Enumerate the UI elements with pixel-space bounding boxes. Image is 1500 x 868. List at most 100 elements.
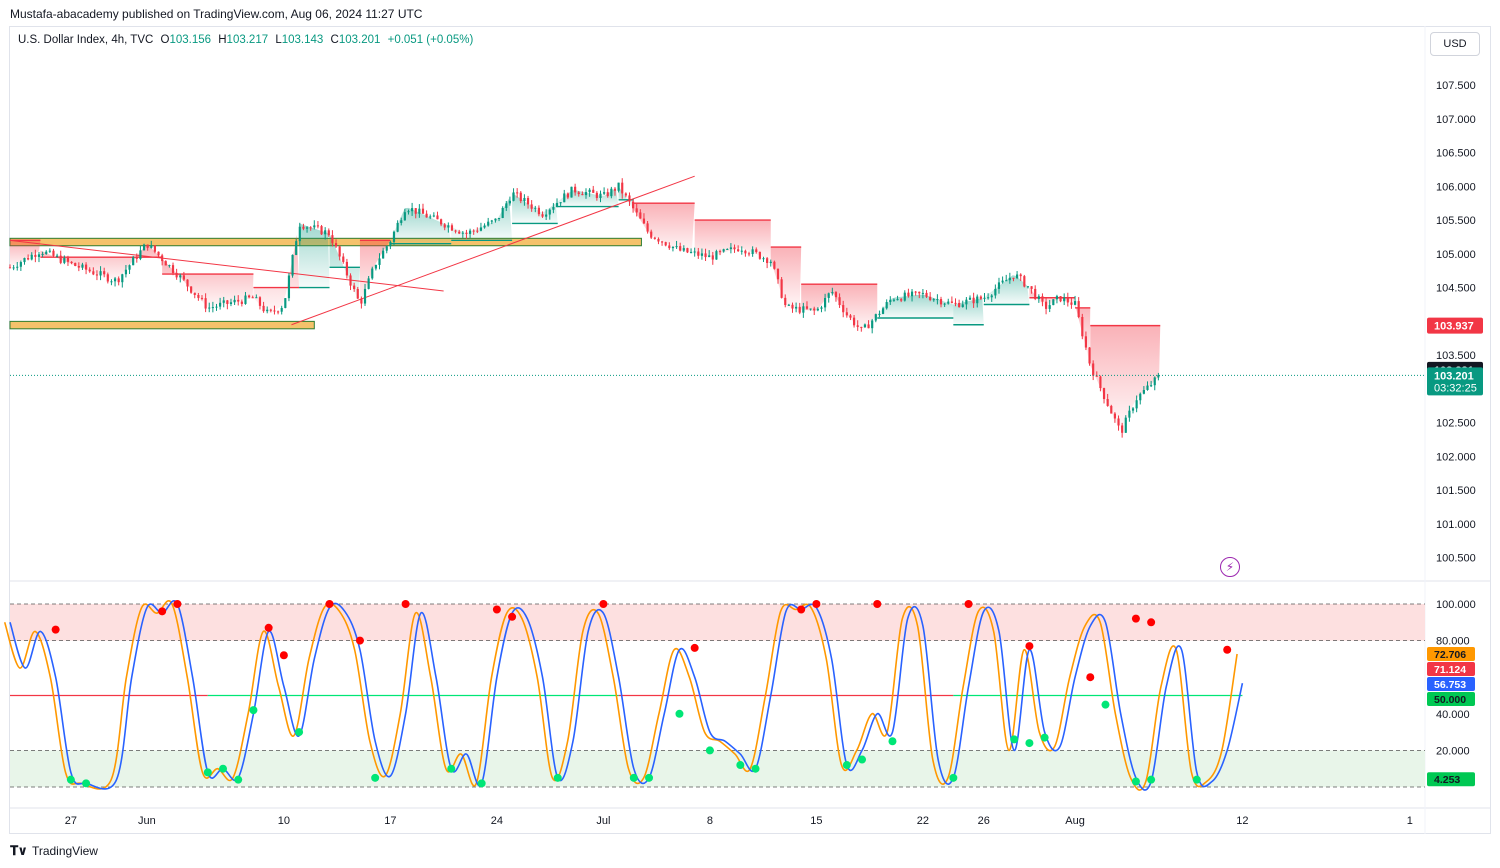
- candle-body: [664, 242, 667, 246]
- candle-body: [1034, 288, 1037, 299]
- candle-body: [613, 188, 617, 191]
- candle-body: [871, 320, 874, 329]
- candle-body: [505, 203, 508, 208]
- candle-body: [563, 193, 566, 203]
- candle-body: [976, 296, 979, 304]
- candle-body: [679, 246, 682, 251]
- osc-value-box: [1427, 676, 1475, 691]
- candle-body: [1044, 301, 1048, 309]
- candle-body: [269, 309, 272, 311]
- candle-body: [273, 310, 276, 312]
- candle-body: [117, 278, 120, 283]
- candle-body: [892, 299, 896, 301]
- sell-signal-dot: [51, 625, 60, 634]
- candle-body: [816, 308, 819, 311]
- candle-body: [1041, 296, 1044, 302]
- candle-body: [34, 254, 37, 257]
- candle-body: [356, 289, 359, 299]
- candle-body: [889, 299, 892, 303]
- candle-body: [291, 254, 294, 276]
- price-tick-label: 107.000: [1436, 114, 1476, 126]
- candle-body: [1106, 399, 1109, 406]
- candle-body: [74, 263, 77, 266]
- candle-body: [635, 208, 638, 213]
- candle-body: [432, 215, 435, 217]
- osc-value-label: 71.124: [1434, 664, 1466, 676]
- osc-tick-label: 80.000: [1436, 636, 1470, 648]
- candle-body: [1110, 405, 1113, 414]
- legend-symbol[interactable]: U.S. Dollar Index, 4h, TVC: [18, 34, 154, 46]
- buy-signal-dot: [477, 779, 486, 788]
- buy-signal-dot: [736, 761, 745, 770]
- time-tick-label: 22: [917, 815, 929, 827]
- candle-body: [440, 219, 443, 225]
- candle-body: [537, 207, 540, 215]
- candle-body: [860, 326, 863, 328]
- candle-body: [1001, 280, 1004, 283]
- sell-signal-dot: [508, 612, 517, 621]
- candle-body: [421, 208, 425, 214]
- lightning-bolt-icon[interactable]: ⚡: [1220, 557, 1240, 577]
- candle-body: [142, 244, 146, 251]
- tradingview-logo-icon: 𝐓∨: [10, 843, 28, 858]
- symbol-legend[interactable]: U.S. Dollar Index, 4h, TVC O103.156 H103…: [18, 34, 477, 46]
- buy-signal-dot: [842, 761, 851, 770]
- candle-body: [258, 297, 262, 306]
- sell-signal-dot: [873, 600, 882, 608]
- candle-body: [255, 297, 258, 299]
- candle-body: [878, 313, 881, 315]
- candle-body: [595, 192, 598, 198]
- candle-body: [200, 297, 204, 299]
- supertrend-down-band: [359, 240, 391, 305]
- candle-body: [99, 271, 102, 276]
- sell-signal-dot: [1025, 642, 1034, 651]
- candle-body: [1016, 274, 1019, 279]
- candle-body: [229, 302, 233, 305]
- buy-signal-dot: [249, 706, 258, 715]
- candle-body: [146, 244, 149, 248]
- osc-value-box: [1427, 691, 1475, 706]
- candle-body: [411, 208, 414, 212]
- candle-body: [1052, 299, 1055, 306]
- candle-body: [186, 279, 189, 287]
- candle-body: [650, 231, 653, 238]
- candle-body: [305, 227, 309, 229]
- candle-body: [197, 294, 200, 298]
- candle-body: [617, 182, 620, 191]
- candle-body: [476, 230, 479, 232]
- candle-body: [997, 282, 1001, 289]
- time-tick-label: 17: [384, 815, 396, 827]
- candle-body: [1124, 417, 1127, 433]
- candle-body: [23, 258, 26, 263]
- candle-body: [407, 211, 410, 213]
- brand-footer[interactable]: 𝐓∨ TradingView: [10, 843, 98, 859]
- candle-body: [150, 245, 153, 248]
- candle-body: [392, 231, 396, 242]
- candle-body: [27, 258, 30, 260]
- candle-body: [161, 255, 164, 262]
- bar-countdown-label: 03:32:25: [1434, 382, 1477, 394]
- osc-tick-label: 100.000: [1436, 599, 1476, 611]
- sell-signal-dot: [964, 600, 973, 608]
- candle-body: [110, 281, 113, 283]
- supertrend-down-band: [801, 284, 878, 331]
- currency-button[interactable]: USD: [1430, 32, 1480, 56]
- candle-body: [994, 288, 997, 296]
- buy-signal-dot: [371, 773, 380, 782]
- candle-body: [233, 299, 236, 303]
- candle-body: [541, 214, 544, 217]
- candle-body: [313, 225, 316, 228]
- buy-signal-dot: [219, 764, 228, 773]
- sell-signal-dot: [1086, 673, 1095, 682]
- legend-high-value: 103.217: [226, 34, 269, 46]
- candle-body: [248, 295, 251, 298]
- legend-low-value: 103.143: [281, 34, 324, 46]
- candle-body: [1012, 277, 1015, 279]
- candle-body: [1150, 385, 1153, 387]
- candle-body: [787, 304, 790, 306]
- supertrend-down-band: [253, 235, 300, 314]
- sell-signal-dot: [173, 600, 182, 608]
- candle-body: [769, 261, 772, 264]
- candle-body: [48, 250, 51, 252]
